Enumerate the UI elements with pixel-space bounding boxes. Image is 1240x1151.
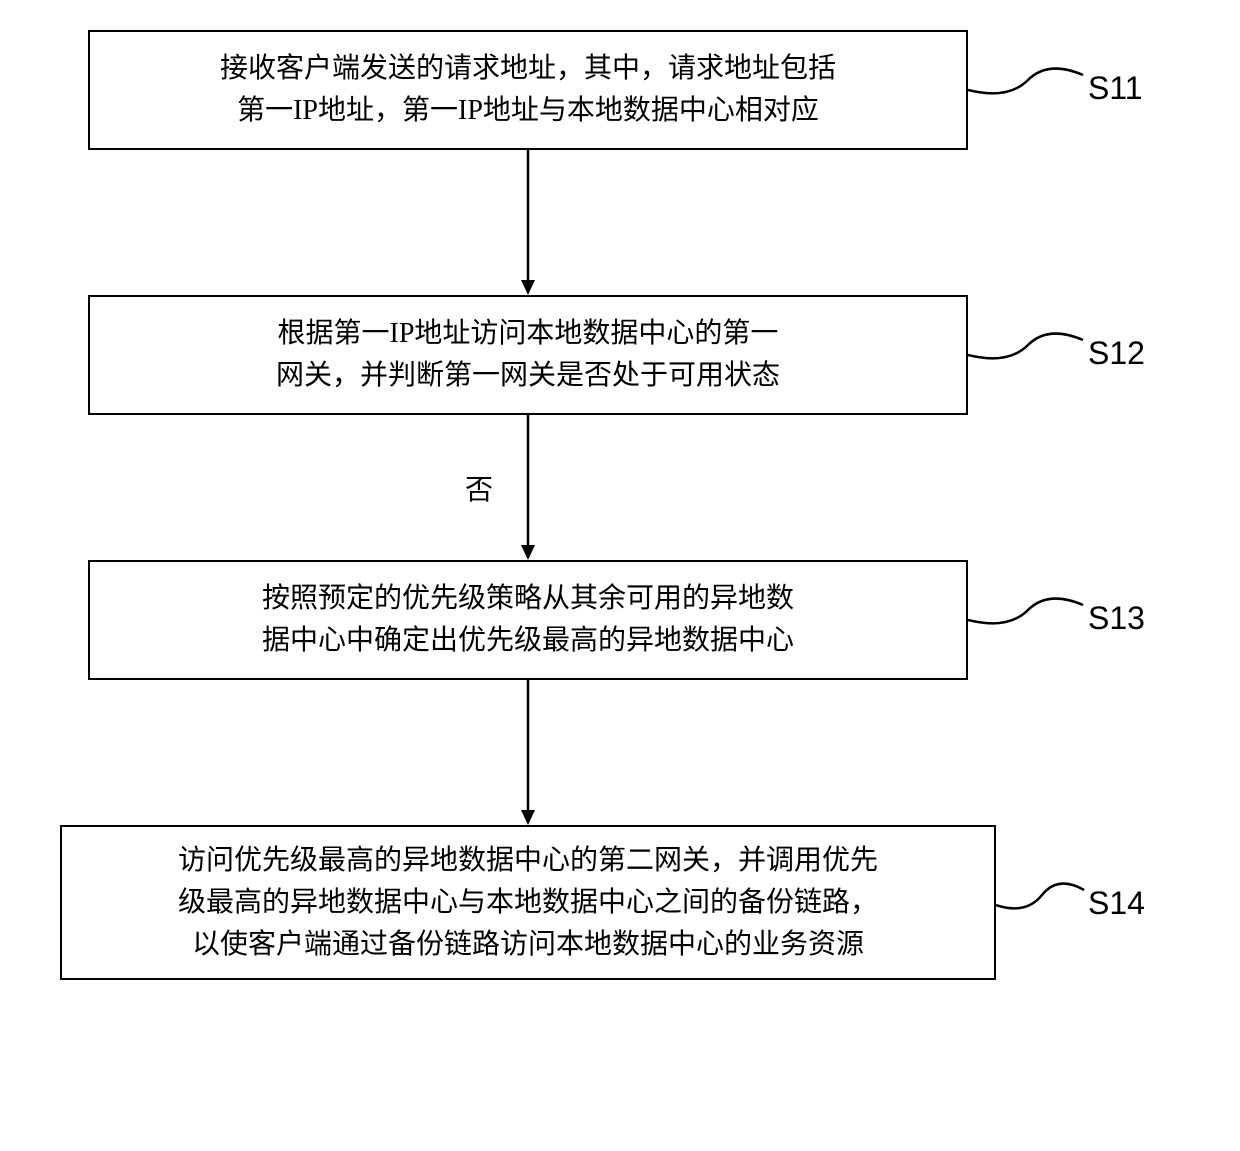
flowchart-node-s11: 接收客户端发送的请求地址，其中，请求地址包括 第一IP地址，第一IP地址与本地数…: [88, 30, 968, 150]
text-line: 访问优先级最高的异地数据中心的第二网关，并调用优先: [178, 845, 878, 876]
connector-curve: [996, 875, 1088, 925]
connector-curve: [968, 325, 1088, 375]
text-line: 第一IP地址，第一IP地址与本地数据中心相对应: [237, 95, 819, 126]
node-text: 访问优先级最高的异地数据中心的第二网关，并调用优先 级最高的异地数据中心与本地数…: [178, 840, 878, 966]
text-line: 根据第一IP地址访问本地数据中心的第一: [278, 318, 779, 349]
node-text: 接收客户端发送的请求地址，其中，请求地址包括 第一IP地址，第一IP地址与本地数…: [220, 48, 836, 132]
text-line: 按照预定的优先级策略从其余可用的异地数: [262, 583, 794, 614]
flowchart-node-s14: 访问优先级最高的异地数据中心的第二网关，并调用优先 级最高的异地数据中心与本地数…: [60, 825, 996, 980]
step-label-s14: S14: [1088, 885, 1145, 922]
edge-label-no: 否: [465, 468, 493, 508]
step-label-s13: S13: [1088, 600, 1145, 637]
connector-curve: [968, 590, 1088, 640]
arrow-s11-s12: [518, 150, 538, 295]
step-label-s11: S11: [1088, 70, 1143, 107]
text-line: 据中心中确定出优先级最高的异地数据中心: [262, 625, 794, 656]
flowchart-node-s13: 按照预定的优先级策略从其余可用的异地数 据中心中确定出优先级最高的异地数据中心: [88, 560, 968, 680]
flowchart-node-s12: 根据第一IP地址访问本地数据中心的第一 网关，并判断第一网关是否处于可用状态: [88, 295, 968, 415]
step-label-s12: S12: [1088, 335, 1145, 372]
connector-curve: [968, 60, 1088, 110]
text-line: 级最高的异地数据中心与本地数据中心之间的备份链路，: [178, 887, 878, 918]
node-text: 根据第一IP地址访问本地数据中心的第一 网关，并判断第一网关是否处于可用状态: [276, 313, 780, 397]
text-line: 网关，并判断第一网关是否处于可用状态: [276, 360, 780, 391]
arrow-s13-s14: [518, 680, 538, 825]
text-line: 以使客户端通过备份链路访问本地数据中心的业务资源: [192, 929, 864, 960]
node-text: 按照预定的优先级策略从其余可用的异地数 据中心中确定出优先级最高的异地数据中心: [262, 578, 794, 662]
arrow-s12-s13: [518, 415, 538, 560]
text-line: 接收客户端发送的请求地址，其中，请求地址包括: [220, 53, 836, 84]
